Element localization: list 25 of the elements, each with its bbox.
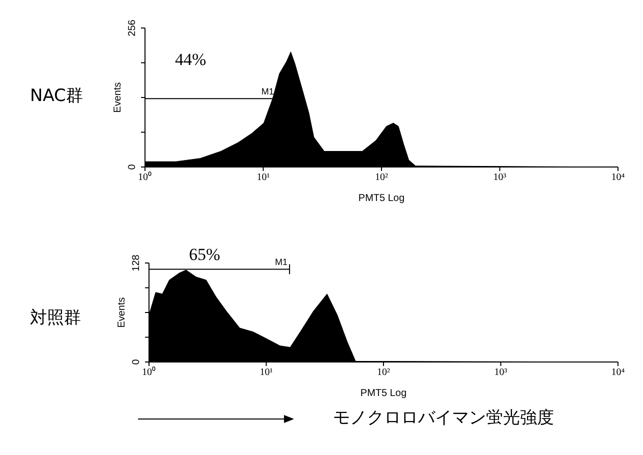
text: NAC群 <box>30 85 83 107</box>
x-tick-label: 10¹ <box>256 172 270 184</box>
annotation: M1 <box>261 86 274 97</box>
x-tick-label: 10⁰ <box>142 366 156 378</box>
annotation: 44% <box>175 50 206 70</box>
x-tick-label: 10⁴ <box>611 172 626 184</box>
y-axis-title: Events <box>116 297 128 328</box>
x-tick-label: 10⁴ <box>611 367 626 378</box>
annotation: 65% <box>189 245 220 265</box>
y-tick-label: 0 <box>131 358 142 365</box>
x-axis-title: PMT5 Log <box>360 388 407 399</box>
text: 対照群 <box>30 307 81 329</box>
annotation: M1 <box>275 257 288 268</box>
x-axis-title: PMT5 Log <box>358 193 405 204</box>
x-tick-label: 10¹ <box>260 367 273 378</box>
x-tick-label: 10³ <box>494 367 508 378</box>
text: モノクロロバイマン蛍光強度 <box>333 407 554 429</box>
x-tick-label: 10³ <box>493 172 506 184</box>
x-tick-label: 10⁰ <box>138 171 152 184</box>
y-axis-title: Events <box>112 82 124 113</box>
y-tick-label: 128 <box>131 254 142 272</box>
y-tick-label: 256 <box>127 19 138 36</box>
x-tick-label: 10² <box>377 367 390 378</box>
y-tick-label: 0 <box>127 164 138 170</box>
x-tick-label: 10² <box>375 172 388 184</box>
